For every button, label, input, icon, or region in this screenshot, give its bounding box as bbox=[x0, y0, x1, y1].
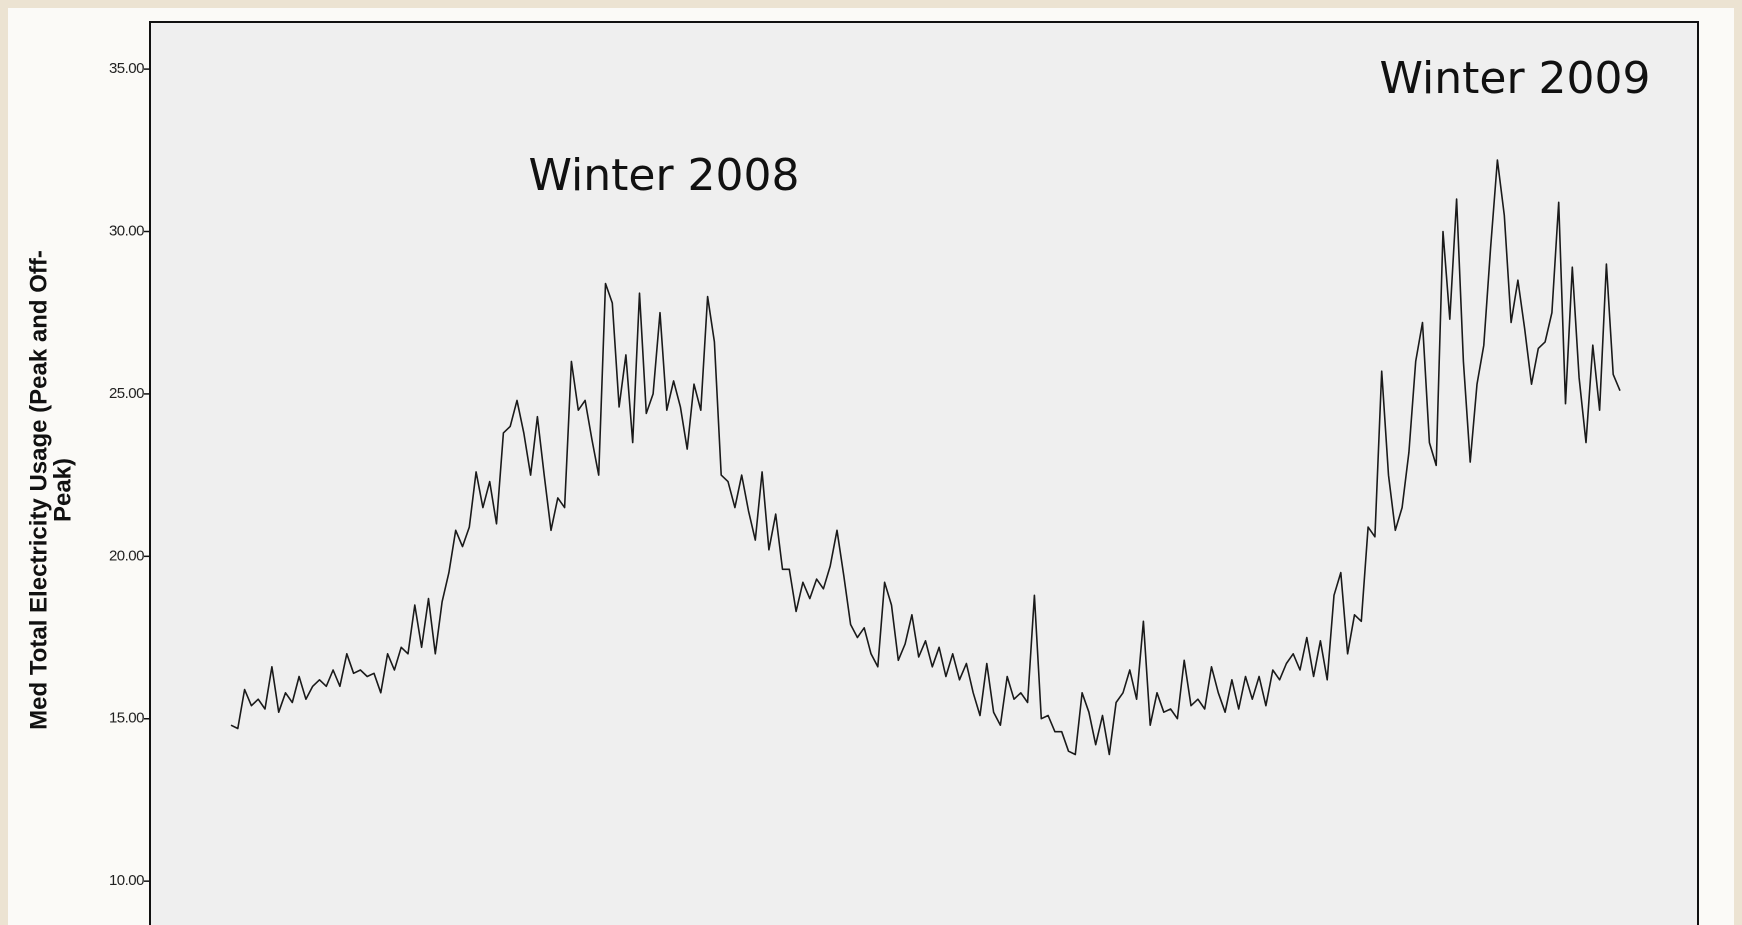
y-axis-title-line: Peak) bbox=[49, 458, 76, 522]
y-tick-label: 35.00 bbox=[109, 60, 144, 77]
annotation: Winter 2008 bbox=[528, 150, 799, 201]
y-axis-title: Med Total Electricity Usage (Peak and Of… bbox=[25, 250, 76, 730]
y-tick-label: 15.00 bbox=[109, 710, 144, 727]
y-tick-label: 20.00 bbox=[109, 547, 144, 564]
annotation: Winter 2009 bbox=[1379, 53, 1650, 104]
plot-area bbox=[149, 21, 1699, 925]
y-tick-label: 25.00 bbox=[109, 385, 144, 402]
y-axis-title-line: Med Total Electricity Usage (Peak and Of… bbox=[25, 250, 52, 730]
y-tick-label: 30.00 bbox=[109, 222, 144, 239]
data-line bbox=[230, 159, 1621, 756]
y-tick-label: 10.00 bbox=[109, 872, 144, 889]
